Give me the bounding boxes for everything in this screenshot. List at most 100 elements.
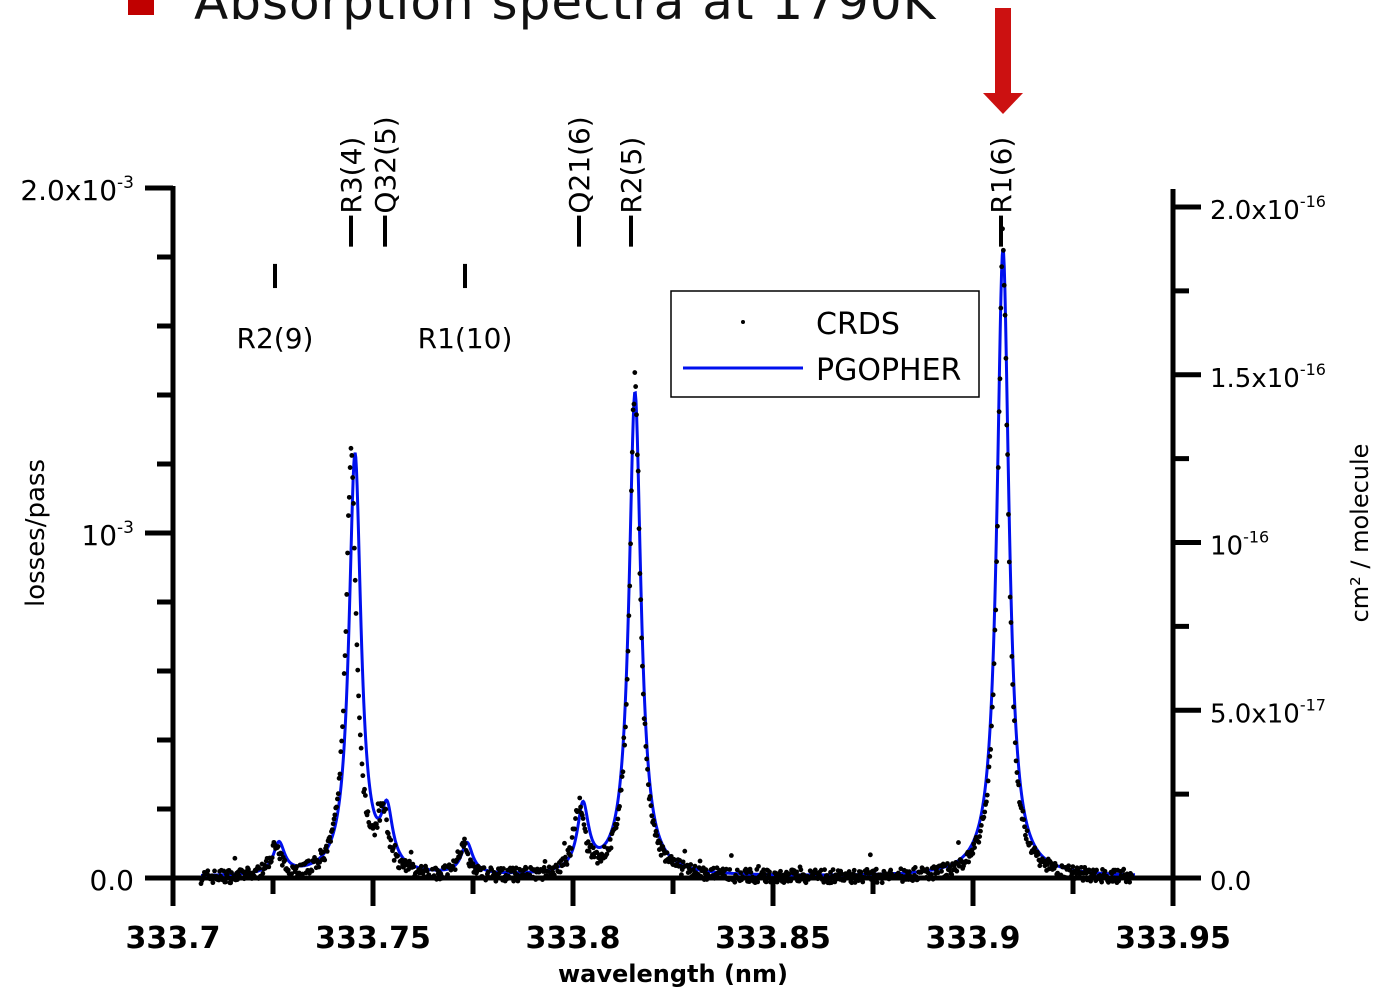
- crds-point: [631, 401, 637, 407]
- crds-point: [481, 865, 487, 871]
- crds-point: [585, 839, 591, 845]
- y-left-tick-label: 0.0: [89, 864, 134, 897]
- crds-point: [395, 853, 400, 859]
- crds-point: [1066, 863, 1072, 869]
- crds-point: [330, 821, 336, 827]
- crds-point: [767, 869, 772, 875]
- crds-point: [1078, 864, 1084, 870]
- y-right-tick-label: 1.5x10-16: [1210, 360, 1326, 394]
- crds-point: [643, 744, 649, 749]
- crds-point: [924, 866, 930, 872]
- crds-point: [1077, 874, 1083, 880]
- crds-point: [651, 818, 656, 823]
- crds-point: [279, 862, 285, 868]
- crds-point: [641, 716, 647, 722]
- crds-point: [888, 867, 894, 873]
- crds-point: [620, 769, 626, 775]
- crds-point: [999, 264, 1005, 270]
- crds-point: [562, 840, 567, 846]
- crds-point: [841, 878, 847, 883]
- annotation-label: R2(5): [615, 137, 648, 214]
- crds-point: [268, 859, 274, 864]
- crds-point: [445, 872, 450, 877]
- crds-point: [1006, 511, 1011, 517]
- crds-point: [376, 808, 382, 814]
- crds-point: [734, 867, 740, 873]
- crds-point: [372, 832, 378, 838]
- crds-point: [1035, 851, 1041, 857]
- crds-point: [799, 876, 805, 882]
- crds-point: [627, 583, 633, 589]
- crds-point: [350, 475, 356, 480]
- series-crds: [198, 226, 1135, 887]
- crds-point: [329, 827, 335, 833]
- crds-point: [970, 851, 976, 856]
- slide-title: Absorption spectra at 1790K: [128, 0, 936, 32]
- crds-point: [634, 412, 639, 418]
- crds-point: [945, 861, 950, 866]
- crds-point: [562, 854, 568, 860]
- crds-point: [322, 857, 328, 863]
- crds-point: [1016, 782, 1022, 788]
- crds-point: [1024, 828, 1030, 834]
- crds-point: [981, 814, 987, 820]
- crds-point: [648, 803, 654, 809]
- crds-point: [727, 867, 733, 872]
- crds-point: [728, 853, 734, 858]
- crds-point: [349, 453, 355, 458]
- crds-point: [978, 828, 983, 834]
- crds-point: [1001, 282, 1007, 288]
- crds-point: [462, 836, 467, 842]
- crds-point: [692, 863, 698, 869]
- crds-point: [915, 876, 921, 882]
- crds-point: [987, 754, 993, 759]
- crds-point: [1000, 247, 1006, 253]
- crds-point: [990, 692, 996, 698]
- crds-point: [591, 854, 597, 860]
- crds-point: [626, 613, 632, 619]
- crds-point: [385, 831, 391, 836]
- crds-point: [623, 724, 628, 730]
- crds-point: [995, 465, 1001, 470]
- crds-point: [794, 869, 800, 875]
- crds-point: [984, 799, 989, 805]
- crds-point: [210, 880, 216, 886]
- crds-point: [995, 523, 1000, 529]
- crds-point: [358, 745, 364, 751]
- crds-point: [619, 774, 625, 779]
- highlight-arrow-head: [983, 93, 1023, 114]
- y-right-tick-label: 2.0x10-16: [1210, 192, 1326, 226]
- crds-point: [362, 786, 367, 792]
- crds-point: [822, 867, 827, 873]
- legend-crds-label: CRDS: [816, 307, 900, 342]
- crds-point: [1009, 654, 1015, 659]
- crds-point: [615, 816, 621, 822]
- crds-point: [340, 708, 346, 714]
- crds-point: [698, 873, 704, 879]
- crds-point: [1072, 876, 1078, 881]
- y-left-tick-label: 10-3: [81, 518, 134, 552]
- crds-point: [1129, 873, 1135, 879]
- crds-point: [223, 879, 228, 885]
- crds-point: [874, 880, 880, 885]
- x-tick-label: 333.8: [526, 921, 621, 956]
- crds-point: [1104, 873, 1110, 879]
- crds-point: [633, 384, 639, 389]
- crds-point: [1011, 718, 1017, 724]
- crds-point: [586, 848, 592, 854]
- crds-point: [1010, 682, 1016, 687]
- crds-point: [1121, 866, 1127, 872]
- crds-point: [564, 862, 570, 867]
- crds-point: [741, 875, 747, 881]
- crds-point: [359, 761, 365, 767]
- crds-point: [391, 857, 397, 863]
- crds-point: [374, 825, 380, 831]
- crds-point: [353, 611, 359, 616]
- crds-point: [568, 846, 574, 851]
- crds-point: [351, 500, 356, 506]
- crds-point: [1080, 877, 1086, 883]
- legend-pgopher-label: PGOPHER: [816, 353, 961, 388]
- crds-point: [485, 869, 491, 875]
- crds-point: [788, 878, 794, 884]
- crds-point: [949, 872, 955, 878]
